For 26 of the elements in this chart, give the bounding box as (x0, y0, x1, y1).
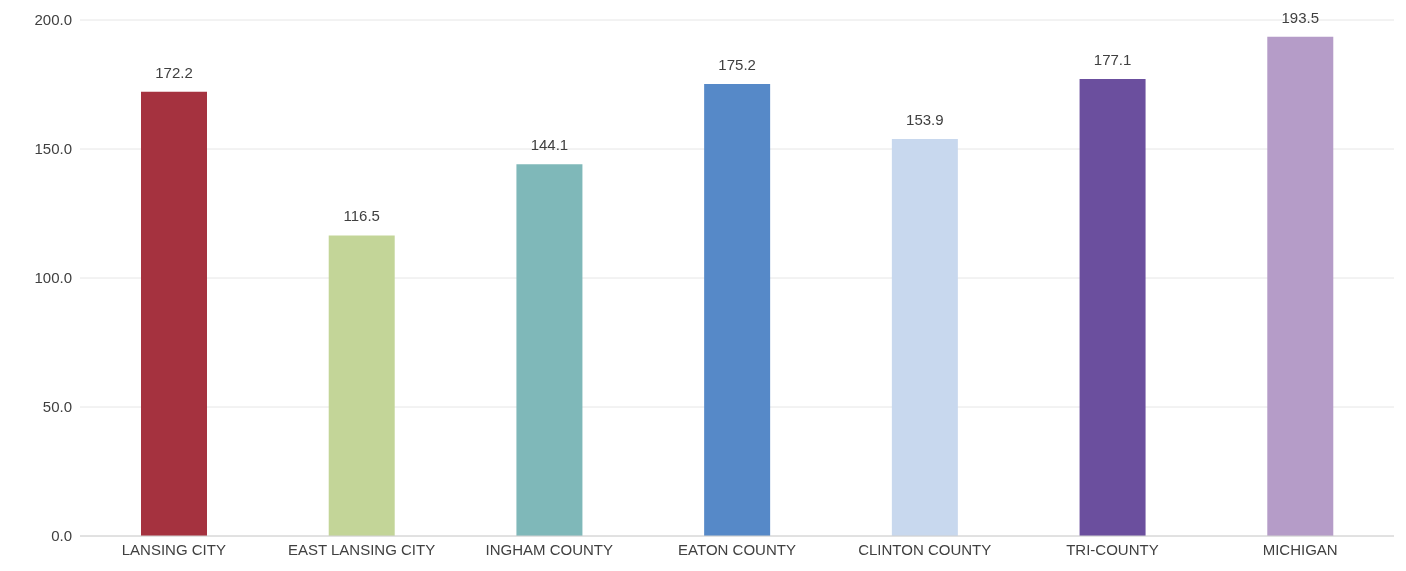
bar (1267, 36, 1334, 536)
bar (141, 91, 207, 536)
x-tick-label: MICHIGAN (1262, 540, 1338, 558)
data-label: 175.2 (718, 55, 756, 73)
bar (704, 83, 771, 536)
data-label: 116.5 (343, 207, 380, 225)
bar (891, 138, 958, 536)
x-tick-label: CLINTON COUNTY (858, 540, 992, 558)
x-tick-label: TRI-COUNTY (1066, 540, 1159, 558)
x-tick-label: LANSING CITY (121, 540, 226, 558)
x-tick-label: INGHAM COUNTY (485, 540, 614, 558)
x-tick-label: EAST LANSING CITY (287, 540, 436, 558)
bar (1079, 79, 1146, 536)
data-label: 144.1 (530, 136, 569, 154)
y-tick-label: 150.0 (34, 140, 72, 158)
bar (516, 164, 583, 536)
data-label: 172.2 (155, 63, 193, 81)
data-label: 193.5 (1281, 8, 1320, 26)
x-tick-label: EATON COUNTY (678, 540, 796, 558)
data-label: 177.1 (1093, 51, 1132, 69)
y-tick-label: 50.0 (42, 398, 72, 416)
bar (328, 235, 395, 536)
y-tick-label: 100.0 (34, 269, 72, 287)
y-tick-label: 200.0 (34, 11, 72, 29)
y-tick-label: 0.0 (51, 527, 72, 545)
data-label: 153.9 (906, 110, 944, 128)
